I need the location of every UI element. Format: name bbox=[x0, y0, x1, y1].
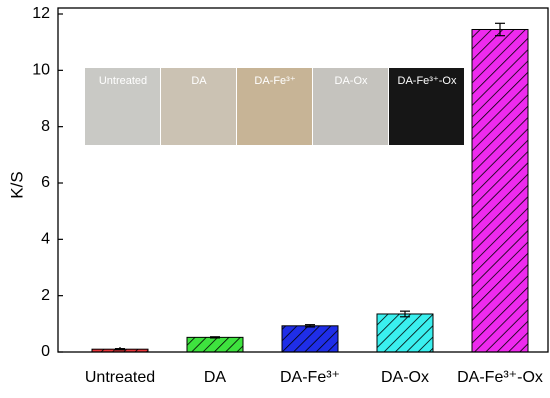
inset-photo bbox=[313, 68, 388, 145]
y-tick-label: 0 bbox=[41, 343, 50, 360]
y-axis-label: K/S bbox=[7, 171, 26, 198]
x-tick-label: DA-Ox bbox=[381, 369, 429, 386]
inset-label: DA-Fe³⁺ bbox=[254, 75, 295, 87]
inset-photo bbox=[85, 68, 160, 145]
y-tick-label: 6 bbox=[41, 174, 50, 191]
inset-photo bbox=[161, 68, 236, 145]
bar bbox=[471, 28, 529, 353]
bar bbox=[186, 336, 244, 353]
y-tick-label: 8 bbox=[41, 118, 50, 135]
x-tick-label: DA-Fe³⁺ bbox=[280, 369, 340, 386]
y-tick-label: 4 bbox=[41, 231, 50, 248]
inset-label: DA-Ox bbox=[335, 75, 369, 87]
inset-photo bbox=[237, 68, 312, 145]
x-tick-label: DA-Fe³⁺-Ox bbox=[457, 369, 543, 386]
plot-frame bbox=[57, 7, 549, 353]
x-tick-label: DA bbox=[204, 369, 227, 386]
y-tick-label: 2 bbox=[41, 287, 50, 304]
inset-photo bbox=[389, 68, 464, 145]
error-bar bbox=[115, 348, 125, 351]
inset-label: DA bbox=[191, 75, 207, 87]
error-bar bbox=[400, 310, 410, 318]
x-tick-label: Untreated bbox=[85, 369, 155, 386]
bar bbox=[376, 313, 434, 353]
inset-label: Untreated bbox=[99, 75, 147, 87]
error-bar bbox=[495, 22, 505, 37]
error-bar bbox=[305, 324, 315, 328]
y-tick-label: 10 bbox=[32, 62, 50, 79]
y-tick-label: 12 bbox=[32, 5, 50, 22]
inset-label: DA-Fe³⁺-Ox bbox=[398, 75, 457, 87]
bar bbox=[281, 325, 339, 353]
error-bar bbox=[210, 336, 220, 339]
